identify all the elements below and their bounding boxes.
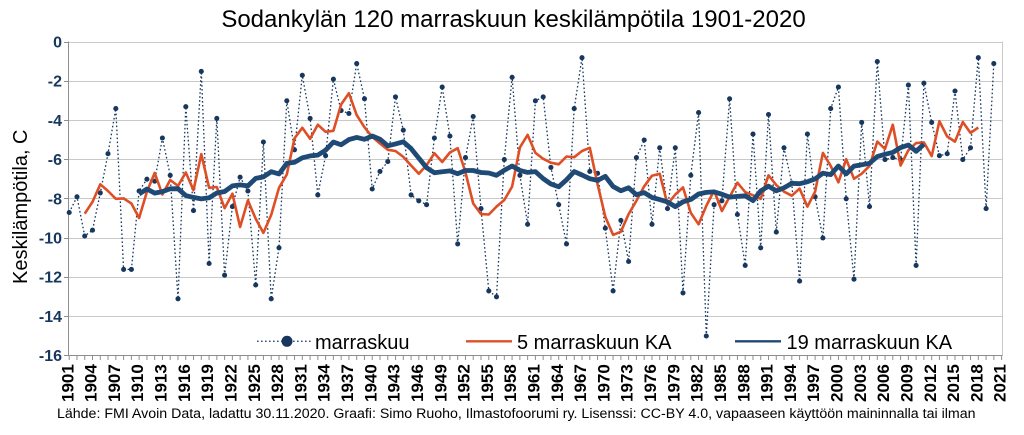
svg-text:-16: -16 [39, 348, 62, 365]
svg-text:Sodankylän 120 marraskuun kesk: Sodankylän 120 marraskuun keskilämpötila… [221, 6, 805, 33]
svg-text:1934: 1934 [315, 364, 334, 402]
svg-text:1997: 1997 [804, 364, 823, 402]
svg-text:1913: 1913 [152, 364, 171, 402]
svg-text:2006: 2006 [874, 364, 893, 402]
svg-text:-14: -14 [39, 309, 62, 326]
svg-text:1973: 1973 [618, 364, 637, 402]
svg-text:1967: 1967 [571, 364, 590, 402]
svg-text:1919: 1919 [198, 364, 217, 402]
svg-text:marraskuu: marraskuu [315, 332, 409, 354]
svg-text:19 marraskuun KA: 19 marraskuun KA [787, 332, 953, 354]
svg-text:1922: 1922 [222, 364, 241, 402]
svg-text:1937: 1937 [338, 364, 357, 402]
svg-text:1961: 1961 [525, 364, 544, 402]
svg-text:-12: -12 [39, 270, 62, 287]
svg-text:1985: 1985 [711, 364, 730, 402]
svg-text:1904: 1904 [82, 364, 101, 402]
svg-text:1943: 1943 [385, 364, 404, 402]
svg-text:Keskilämpötila, C: Keskilämpötila, C [10, 129, 32, 284]
svg-text:0: 0 [53, 35, 62, 52]
svg-text:-10: -10 [39, 231, 62, 248]
svg-text:1925: 1925 [245, 364, 264, 402]
svg-text:2021: 2021 [991, 364, 1010, 402]
svg-text:1931: 1931 [291, 364, 310, 402]
svg-text:1979: 1979 [664, 364, 683, 402]
svg-text:1940: 1940 [361, 364, 380, 402]
svg-text:-2: -2 [48, 74, 62, 91]
svg-text:1949: 1949 [431, 364, 450, 402]
svg-text:2012: 2012 [921, 364, 940, 402]
svg-text:1907: 1907 [105, 364, 124, 402]
svg-text:2009: 2009 [898, 364, 917, 402]
svg-text:1958: 1958 [501, 364, 520, 402]
svg-text:1970: 1970 [594, 364, 613, 402]
svg-text:2015: 2015 [944, 364, 963, 402]
svg-text:1982: 1982 [688, 364, 707, 402]
svg-text:1994: 1994 [781, 364, 800, 402]
svg-text:1946: 1946 [408, 364, 427, 402]
svg-text:1955: 1955 [478, 364, 497, 402]
svg-text:2000: 2000 [828, 364, 847, 402]
svg-text:-4: -4 [48, 113, 62, 130]
svg-text:2003: 2003 [851, 364, 870, 402]
svg-text:1916: 1916 [175, 364, 194, 402]
svg-text:1991: 1991 [758, 364, 777, 402]
svg-text:1964: 1964 [548, 364, 567, 402]
svg-text:-8: -8 [48, 191, 62, 208]
svg-text:1952: 1952 [455, 364, 474, 402]
svg-text:1988: 1988 [734, 364, 753, 402]
svg-text:1901: 1901 [58, 364, 77, 402]
svg-text:1910: 1910 [128, 364, 147, 402]
svg-text:5 marraskuun KA: 5 marraskuun KA [517, 332, 672, 354]
svg-text:Lähde: FMI Avoin Data, ladattu: Lähde: FMI Avoin Data, ladattu 30.11.202… [57, 406, 975, 422]
svg-text:1976: 1976 [641, 364, 660, 402]
svg-text:-6: -6 [48, 152, 62, 169]
svg-text:1928: 1928 [268, 364, 287, 402]
svg-text:2018: 2018 [967, 364, 986, 402]
